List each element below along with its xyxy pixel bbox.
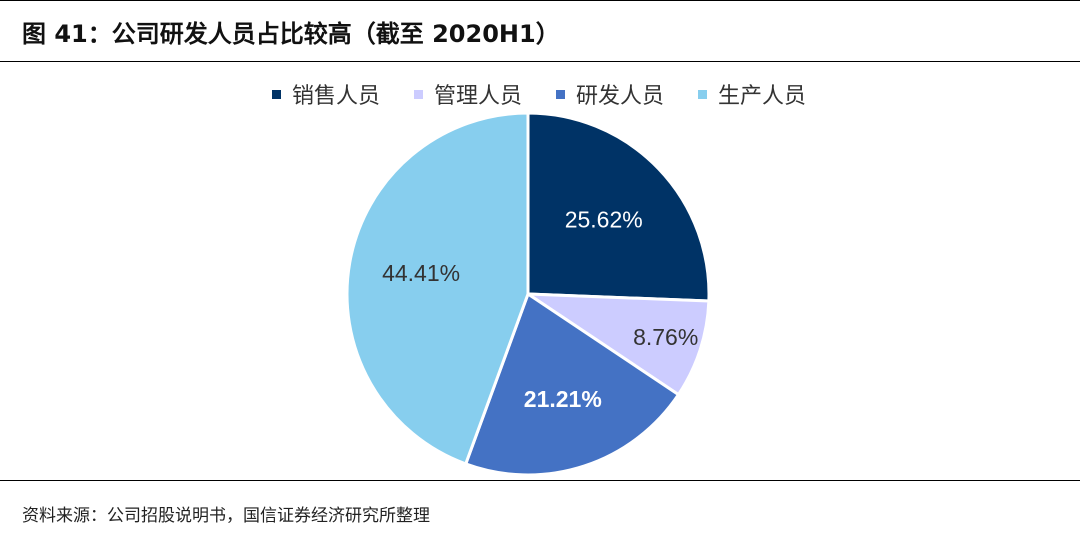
legend-item-production: 生产人员 [698, 78, 806, 110]
data-label-production: 44.41% [382, 260, 460, 286]
legend-label-production: 生产人员 [718, 84, 807, 109]
pie-data-labels: 25.62% 8.76% 21.21% 44.41% [382, 206, 698, 412]
legend-swatch-production [698, 89, 707, 99]
title-bar: 图 41：公司研发人员占比较高（截至 2020H1） [0, 0, 1080, 62]
pie-slice-rnd [464, 292, 680, 477]
pie-slices [345, 111, 711, 477]
legend-item-admin: 管理人员 [414, 78, 522, 110]
data-label-admin: 8.76% [633, 324, 698, 350]
legend-label-rnd: 研发人员 [576, 84, 665, 109]
legend-swatch-admin [414, 89, 423, 99]
chart-legend: 销售人员 管理人员 研发人员 生产人员 [0, 78, 1080, 110]
pie-slice-sales [526, 111, 711, 303]
legend-label-admin: 管理人员 [434, 84, 523, 109]
data-label-rnd: 21.21% [524, 386, 602, 412]
source-bar: 资料来源：公司招股说明书，国信证券经济研究所整理 [0, 480, 1080, 534]
pie-slice-production [345, 111, 530, 466]
pie-slice-admin [526, 292, 711, 397]
chart-title: 图 41：公司研发人员占比较高（截至 2020H1） [22, 20, 560, 48]
legend-label-sales: 销售人员 [292, 84, 381, 109]
legend-item-rnd: 研发人员 [556, 78, 664, 110]
legend-item-sales: 销售人员 [272, 78, 380, 110]
legend-swatch-sales [272, 89, 281, 99]
source-note: 资料来源：公司招股说明书，国信证券经济研究所整理 [22, 506, 430, 526]
data-label-sales: 25.62% [565, 206, 643, 232]
legend-swatch-rnd [556, 89, 565, 99]
